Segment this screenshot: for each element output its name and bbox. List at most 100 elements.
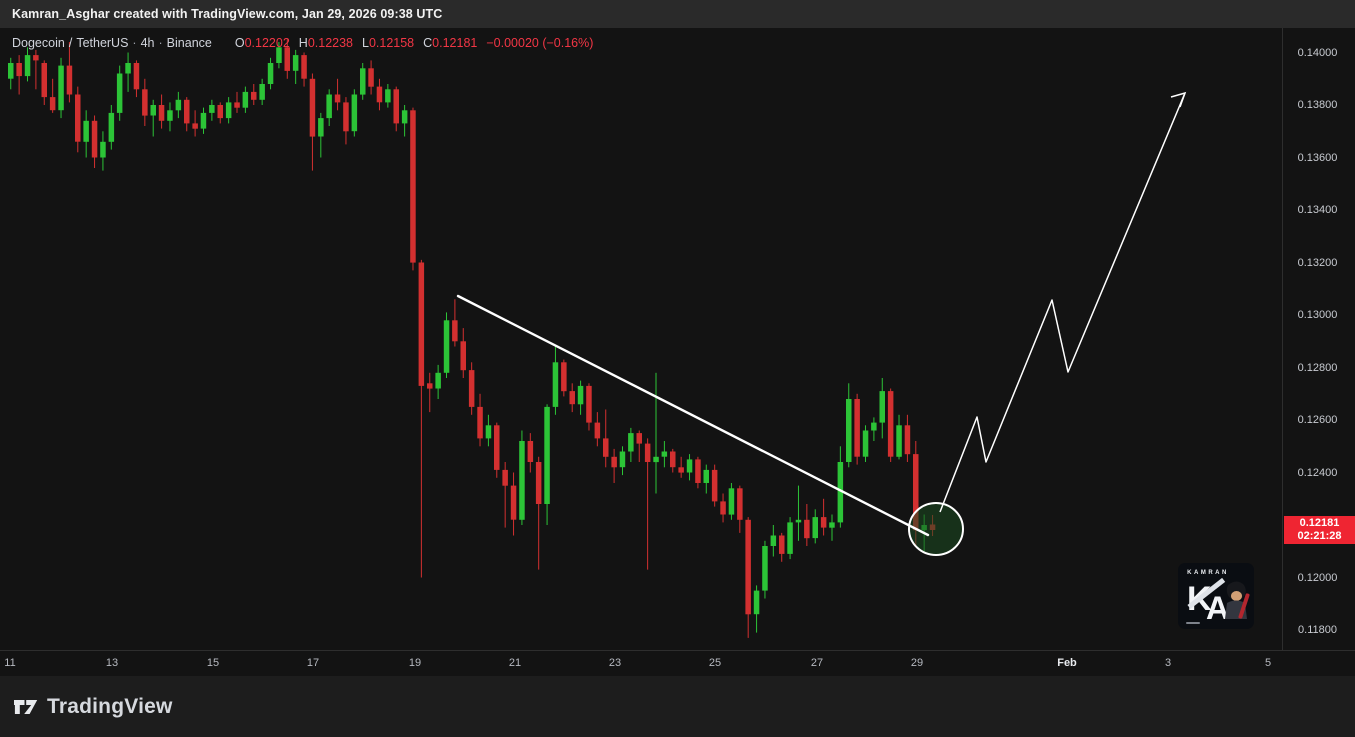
candle-body [670,451,676,468]
last-price-badge: 0.12181 02:21:28 [1284,515,1355,544]
candle-body [619,451,626,468]
attribution-text: Kamran_Asghar created with TradingView.c… [12,7,443,21]
watermark-letter-a: A [1206,590,1229,626]
watermark-small-text [1186,622,1200,624]
candle-body [360,68,366,95]
candle-body [837,462,844,523]
candle-body [737,488,743,520]
time-axis-label: 13 [105,657,119,669]
candle-body [292,55,299,71]
candle-body [284,47,290,71]
candle-body [401,110,408,124]
candle-body [762,546,768,591]
candle-body [628,433,634,452]
low-value: 0.12158 [368,36,415,50]
candle-body [829,522,835,528]
tradingview-logo[interactable]: TradingView [13,695,173,719]
candle-body [661,451,668,457]
time-axis-label: 23 [608,657,622,669]
candle-body [368,68,374,87]
candle-body [519,441,525,520]
candle-body [544,406,550,504]
candle-body [276,47,282,63]
time-axis-label: 19 [408,657,422,669]
candle-body [678,467,684,473]
candle-body [91,120,98,158]
candle-body [343,102,349,132]
candle-body [502,469,508,486]
candle-body [494,425,500,470]
candle-body [611,456,617,468]
time-axis-label: 21 [508,657,522,669]
candle-body [309,78,316,137]
candle-body [49,97,56,111]
watermark-band [1187,577,1226,609]
candle-body [644,443,651,462]
legend-interval: 4h [140,36,155,50]
candle-body [334,94,341,103]
price-axis-label: 0.12400 [1297,466,1338,479]
candle-body [795,519,802,523]
legend-separator: · [132,36,137,50]
price-axis[interactable]: 0.14000 0.13800 0.13600 0.13400 0.13200 0.130… [1282,28,1355,650]
candle-body [804,519,810,539]
candle-body [913,454,919,531]
candle-body [720,501,726,515]
candle-body [427,383,433,389]
candle-body [58,65,64,111]
candle-body [779,535,785,554]
price-axis-label: 0.13400 [1297,204,1338,216]
legend-base-symbol: Dogecoin [12,36,65,50]
descending-trendline[interactable] [456,294,930,537]
candle-body [552,362,559,407]
time-axis-label: 11 [4,657,16,669]
candle-body [108,112,115,142]
candle-body [16,63,22,77]
candle-body [200,112,207,129]
candle-body [527,441,534,462]
open-value: 0.12202 [244,36,290,50]
candle-body [142,89,148,116]
legend-separator: · [158,36,163,50]
price-axis-label: 0.13200 [1297,256,1338,269]
candle-body [133,63,140,90]
time-axis-label: 15 [206,657,220,669]
candle-body [410,110,416,263]
candle-body [267,63,274,84]
candle-body [770,535,777,546]
close-label: C [423,36,433,50]
low-label: L [362,36,369,50]
entry-zone-circle[interactable] [908,502,964,556]
candle-body [24,55,31,77]
candle-body [452,320,458,342]
candle-body [209,105,215,113]
candle-body [184,99,190,124]
candle-body [871,422,877,431]
time-axis[interactable]: 11 13 15 17 19 21 23 25 27 29 Feb 3 5 [0,650,1355,677]
time-axis-label: 3 [1164,657,1172,669]
candle-body [150,105,156,116]
candle-body [887,391,894,457]
candle-body [904,425,911,455]
projection-zigzag-arrow[interactable] [939,92,1186,513]
candle-body [33,55,39,61]
time-axis-label: Feb [1057,657,1077,669]
candle-body [460,341,466,371]
footer-bar: TradingView [0,676,1355,737]
candle-body [83,120,89,142]
symbol-legend[interactable]: Dogecoin / TetherUS · 4h · Binance O0.12202 H0.1… [12,36,593,50]
candle-body [242,91,249,108]
time-axis-label: 25 [708,657,722,669]
candle-body [259,84,265,100]
projection-arrowhead [1170,91,1187,108]
candle-body [443,320,450,373]
high-label: H [298,36,308,50]
candle-body [393,89,399,124]
legend-slash: / [68,36,73,50]
legend-quote-symbol: TetherUS [76,36,129,50]
author-watermark: KAMRAN K A [1178,563,1254,629]
candle-body [577,385,584,405]
candle-body [561,362,567,392]
